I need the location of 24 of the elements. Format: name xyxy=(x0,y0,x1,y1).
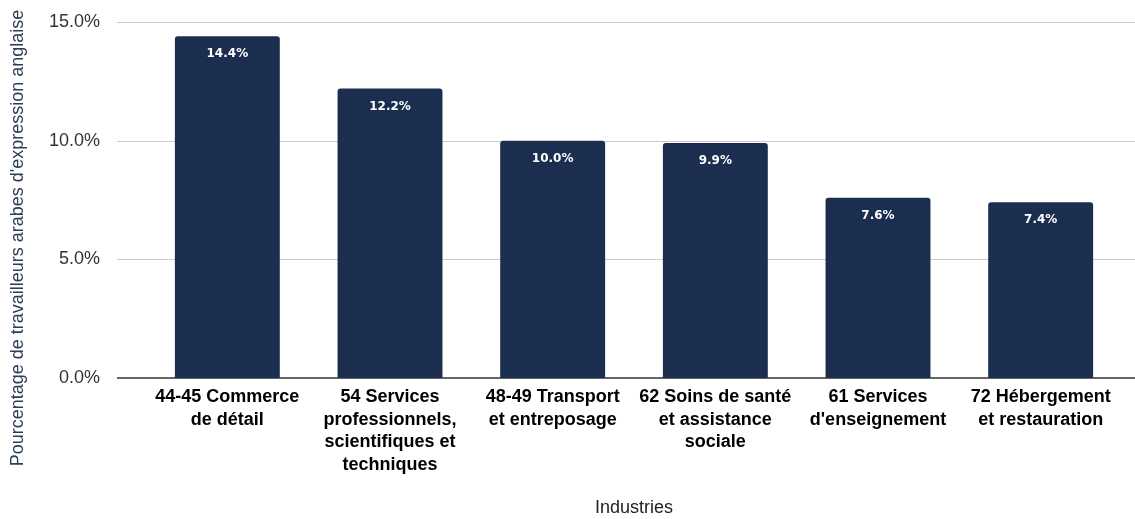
data-label: 7.4% xyxy=(1024,212,1058,227)
data-label: 10.0% xyxy=(531,150,574,165)
data-label: 12.2% xyxy=(369,98,411,113)
bar xyxy=(500,140,606,378)
x-tick-label: 54 Services professionnels, scientifiques et techniques xyxy=(323,386,457,474)
bar xyxy=(174,36,280,378)
y-tick-label: 5.0% xyxy=(58,248,100,269)
bar xyxy=(825,197,931,378)
x-tick-label: 48-49 Transport et entreposage xyxy=(485,386,620,429)
y-axis-title: Pourcentage de travailleurs arabes d'expression anglaise xyxy=(6,9,27,467)
x-tick-label: 61 Services d'enseignement xyxy=(809,386,947,429)
data-label: 9.9% xyxy=(698,153,732,168)
data-label: 14.4% xyxy=(206,46,249,61)
x-tick-label: 62 Soins de santé et assistance sociale xyxy=(639,386,792,452)
x-tick-label: 72 Hébergement et restauration xyxy=(970,386,1111,429)
bar xyxy=(988,202,1094,378)
bar xyxy=(662,143,768,378)
y-tick-label: 15.0% xyxy=(48,10,100,31)
x-axis-title: Industries xyxy=(594,497,674,518)
y-tick-label: 0.0% xyxy=(58,366,100,387)
bar xyxy=(337,88,443,378)
y-tick-label: 10.0% xyxy=(48,129,100,150)
x-tick-label: 44-45 Commerce de détail xyxy=(155,386,300,429)
data-label: 7.6% xyxy=(861,207,895,222)
